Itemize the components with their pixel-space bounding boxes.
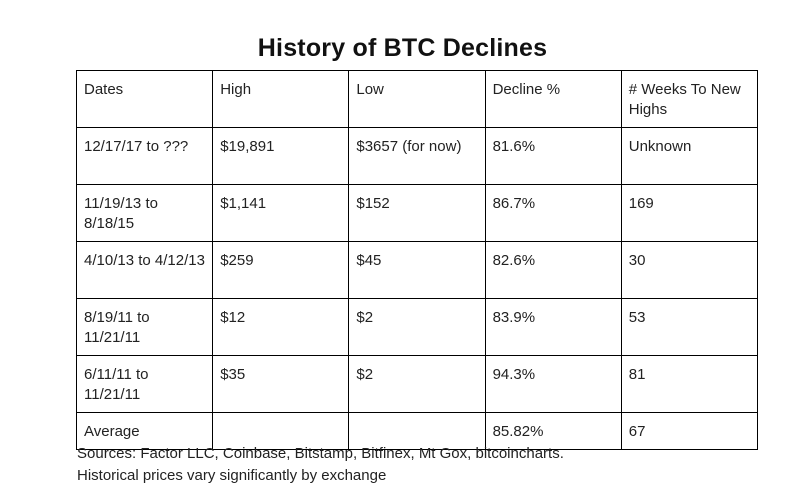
cell-dates: 12/17/17 to ??? [75, 127, 214, 185]
table-row: 11/19/13 to 8/18/15 $1,141 $152 86.7% 16… [75, 184, 759, 242]
cell-low: $45 [348, 241, 486, 299]
cell-dates: 4/10/13 to 4/12/13 [75, 241, 214, 299]
cell-dates: 11/19/13 to 8/18/15 [75, 184, 214, 242]
cell-average-label: Average [75, 412, 214, 450]
cell-decline: 82.6% [484, 241, 622, 299]
cell-high: $1,141 [212, 184, 350, 242]
cell-decline: 86.7% [484, 184, 622, 242]
exchange-disclaimer: Historical prices vary significantly by … [77, 467, 387, 484]
cell-weeks: 53 [620, 298, 759, 356]
cell-weeks: 169 [620, 184, 759, 242]
cell-low: $3657 (for now) [348, 127, 486, 185]
cell-weeks: 30 [620, 241, 759, 299]
table-row: 4/10/13 to 4/12/13 $259 $45 82.6% 30 [75, 241, 759, 299]
cell-average-low [348, 412, 486, 450]
cell-weeks: Unknown [620, 127, 759, 185]
table-row-average: Average 85.82% 67 [75, 412, 759, 450]
cell-high: $35 [212, 355, 350, 413]
sources-note: Sources: Factor LLC, Coinbase, Bitstamp,… [77, 445, 564, 462]
table-row: 8/19/11 to 11/21/11 $12 $2 83.9% 53 [75, 298, 759, 356]
cell-average-decline: 85.82% [484, 412, 622, 450]
chart-title: History of BTC Declines [257, 34, 548, 62]
cell-decline: 83.9% [484, 298, 622, 356]
cell-average-high [212, 412, 350, 450]
header-decline-percent: Decline % [484, 70, 622, 128]
cell-low: $2 [348, 298, 486, 356]
cell-decline: 94.3% [484, 355, 622, 413]
cell-decline: 81.6% [484, 127, 622, 185]
header-low: Low [348, 70, 486, 128]
cell-dates: 6/11/11 to 11/21/11 [75, 355, 214, 413]
header-high: High [212, 70, 350, 128]
header-dates: Dates [75, 70, 214, 128]
cell-dates: 8/19/11 to 11/21/11 [75, 298, 214, 356]
cell-high: $12 [212, 298, 350, 356]
cell-average-weeks: 67 [620, 412, 759, 450]
cell-high: $19,891 [212, 127, 350, 185]
table-row: 6/11/11 to 11/21/11 $35 $2 94.3% 81 [75, 355, 759, 413]
table-row: 12/17/17 to ??? $19,891 $3657 (for now) … [75, 127, 759, 185]
cell-low: $2 [348, 355, 486, 413]
cell-high: $259 [212, 241, 350, 299]
btc-declines-table: Dates High Low Decline % # Weeks To New … [75, 70, 759, 450]
table-header-row: Dates High Low Decline % # Weeks To New … [75, 70, 759, 128]
header-weeks-to-new-highs: # Weeks To New Highs [620, 70, 759, 128]
cell-weeks: 81 [620, 355, 759, 413]
cell-low: $152 [348, 184, 486, 242]
